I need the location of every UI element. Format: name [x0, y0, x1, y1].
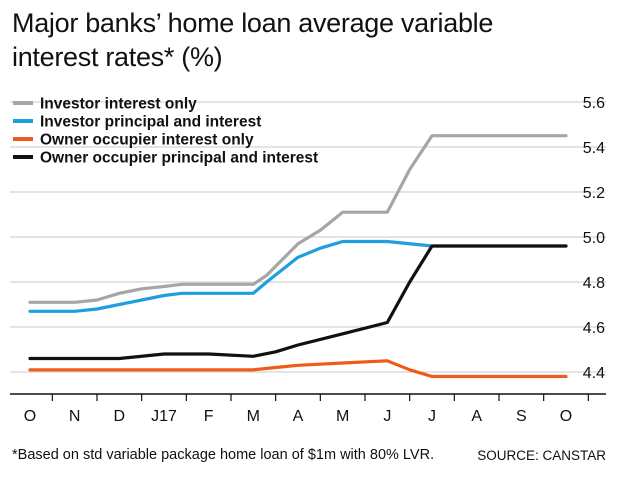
x-tick-label: J17	[151, 408, 177, 425]
y-tick-label: 5.2	[583, 185, 605, 202]
legend-label: Owner occupier interest only	[40, 132, 254, 149]
series-line-2	[28, 239, 568, 313]
series-line-1	[28, 134, 568, 304]
x-tick-label: O	[24, 408, 36, 425]
x-tick-label: J	[383, 408, 391, 425]
y-tick-label: 5.6	[583, 95, 605, 112]
series-line-4	[28, 244, 568, 361]
y-tick-label: 4.4	[583, 365, 605, 382]
legend-label: Investor interest only	[40, 96, 197, 113]
x-axis: O N D J17 F M A M J J A S O	[10, 393, 606, 425]
x-tick-label: J	[428, 408, 436, 425]
legend-label: Owner occupier principal and interest	[40, 150, 318, 167]
x-tick-label: D	[114, 408, 126, 425]
legend-label: Investor principal and interest	[40, 114, 261, 131]
x-tick-label: A	[471, 408, 482, 425]
x-tick-label: A	[293, 408, 304, 425]
x-tick-label: M	[247, 408, 260, 425]
y-tick-label: 5.4	[583, 140, 605, 157]
y-tick-label: 4.8	[583, 275, 605, 292]
x-tick-label: N	[69, 408, 81, 425]
chart-title: Major banks’ home loan average variable …	[12, 8, 494, 72]
grid-lines	[10, 101, 606, 373]
footnote: *Based on std variable package home loan…	[12, 447, 435, 463]
series-line-3	[28, 359, 568, 379]
x-tick-label: F	[204, 408, 214, 425]
y-axis-ticks: 4.4 4.6 4.8 5.0 5.2 5.4 5.6	[583, 95, 605, 382]
series-lines	[28, 134, 568, 379]
x-tick-label: M	[336, 408, 349, 425]
y-tick-label: 4.6	[583, 320, 605, 337]
x-tick-label: S	[516, 408, 527, 425]
x-tick-label: O	[560, 408, 572, 425]
source-credit: SOURCE: CANSTAR	[477, 448, 606, 463]
y-tick-label: 5.0	[583, 230, 605, 247]
